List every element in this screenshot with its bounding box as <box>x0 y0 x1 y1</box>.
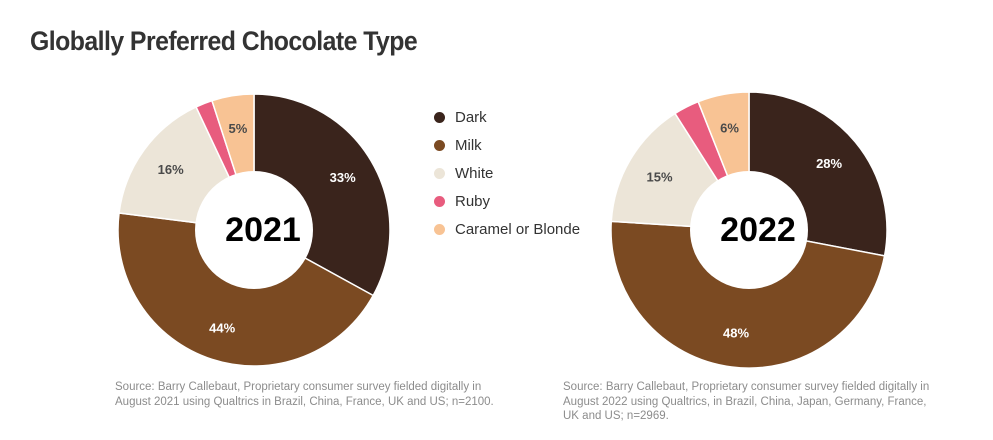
data-label: 5% <box>229 121 248 136</box>
legend: Dark Milk White Ruby Caramel or Blonde <box>434 103 580 243</box>
data-label: 15% <box>646 170 672 185</box>
legend-item-white: White <box>434 159 580 187</box>
data-label: 48% <box>723 326 749 341</box>
center-year-label: 2021 <box>225 211 301 249</box>
legend-swatch <box>434 195 445 207</box>
slice-milk <box>117 212 375 367</box>
donut-hole <box>690 171 808 289</box>
data-label: 33% <box>330 170 356 185</box>
legend-swatch <box>434 223 445 235</box>
donut-chart-2021: 33% 44% 16% 5% 2021 <box>117 93 391 367</box>
legend-label: Milk <box>455 136 482 154</box>
legend-item-ruby: Ruby <box>434 187 580 215</box>
data-label: 16% <box>158 162 184 177</box>
legend-swatch <box>434 139 445 151</box>
center-year-label: 2022 <box>720 211 796 249</box>
slice-milk <box>610 220 886 369</box>
data-label: 44% <box>209 321 235 336</box>
legend-label: White <box>455 164 494 182</box>
legend-item-caramel-or-blonde: Caramel or Blonde <box>434 215 580 243</box>
donut-hole <box>195 171 313 289</box>
legend-swatch <box>434 167 445 179</box>
data-label: 28% <box>816 156 842 171</box>
data-label: 6% <box>720 120 739 135</box>
source-note-2021: Source: Barry Callebaut, Proprietary con… <box>115 381 494 408</box>
legend-item-dark: Dark <box>434 103 580 131</box>
legend-label: Caramel or Blonde <box>455 220 581 238</box>
legend-label: Dark <box>455 108 487 126</box>
chart-title: Globally Preferred Chocolate Type <box>30 26 418 56</box>
donut-chart-2022: 28% 48% 15% 6% 2022 <box>610 91 888 369</box>
legend-swatch <box>434 111 445 123</box>
legend-item-milk: Milk <box>434 131 580 159</box>
source-note-2022: Source: Barry Callebaut, Proprietary con… <box>563 381 930 422</box>
legend-label: Ruby <box>455 192 491 210</box>
